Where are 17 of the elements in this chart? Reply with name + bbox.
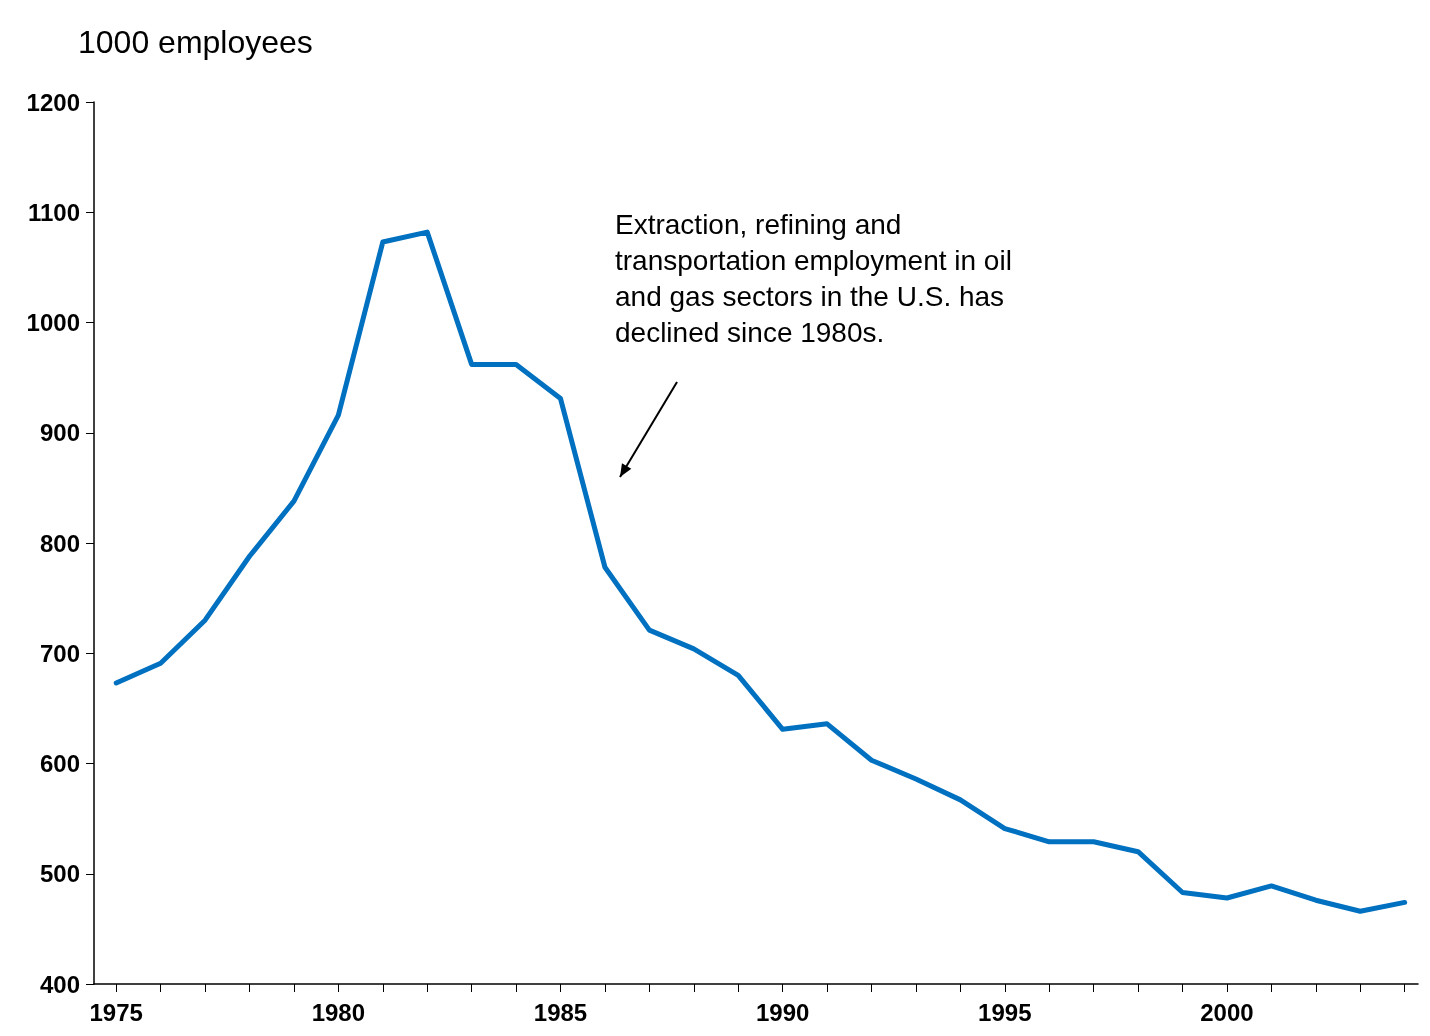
x-tick-label: 1995 bbox=[978, 998, 1032, 1026]
y-tick-label: 1000 bbox=[26, 309, 80, 336]
y-tick-label: 600 bbox=[39, 750, 80, 777]
x-tick-label: 1985 bbox=[533, 998, 588, 1026]
x-tick-label: 2000 bbox=[1200, 998, 1254, 1026]
y-tick-label: 700 bbox=[39, 639, 80, 667]
y-tick-label: 1200 bbox=[26, 88, 80, 116]
y-tick-label: 400 bbox=[39, 970, 80, 998]
x-tick-label: 1975 bbox=[89, 998, 143, 1026]
y-tick-label: 900 bbox=[39, 419, 80, 447]
y-axis-title: 1000 employees bbox=[78, 24, 313, 60]
y-tick-label: 500 bbox=[39, 860, 80, 888]
y-tick-label: 1100 bbox=[27, 198, 80, 226]
y-tick-label: 800 bbox=[39, 529, 80, 557]
x-tick-label: 1980 bbox=[311, 998, 366, 1026]
x-tick-label: 1990 bbox=[755, 998, 810, 1026]
annotation: Extraction, refining and transportation employment in oil and gas sectors in the U.S. has declined since 1980s. bbox=[615, 208, 1020, 348]
